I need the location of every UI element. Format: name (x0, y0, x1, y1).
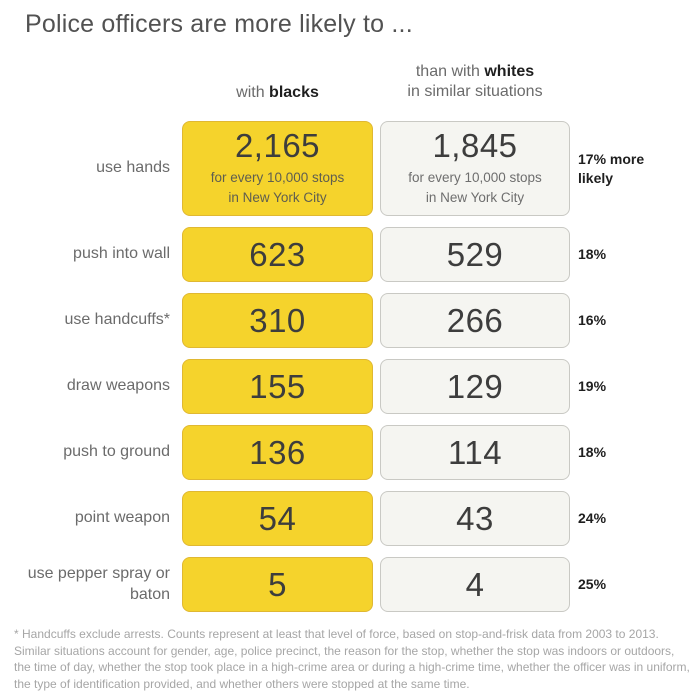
column-header-blacks-bold: blacks (269, 84, 319, 101)
column-header-whites-line1: than with whites (380, 62, 570, 82)
column-header-blacks: with blacks (182, 83, 373, 103)
row-label: point weapon (74, 509, 170, 527)
value-box-blacks: 155 (182, 359, 373, 414)
pct-more-likely: 19% (578, 378, 607, 395)
pct-more-likely: 18% (578, 444, 607, 461)
row-label: use pepper spray or baton (27, 564, 170, 603)
column-header-whites-bold: whites (484, 63, 535, 80)
footnote: * Handcuffs exclude arrests. Counts repr… (14, 627, 690, 691)
value-blacks: 155 (249, 368, 306, 405)
row-label: draw weapons (66, 377, 170, 395)
value-box-blacks: 54 (182, 491, 373, 546)
value-box-whites: 1,845 for every 10,000 stops in New York… (380, 121, 570, 216)
value-whites: 1,845 (432, 127, 518, 165)
unit-caption: for every 10,000 stops in New York City (211, 168, 345, 207)
value-box-whites: 529 (380, 227, 570, 282)
value-whites: 266 (446, 302, 504, 339)
row-label: use hands (96, 159, 170, 177)
pct-more-likely: 18% (578, 246, 607, 263)
pct-more-likely: 25% (578, 576, 607, 593)
value-box-blacks: 136 (182, 425, 373, 480)
unit-caption-line1: for every 10,000 stops (210, 170, 345, 186)
rows-container: use hands 2,165 for every 10,000 stops i… (0, 121, 700, 612)
value-blacks: 136 (249, 434, 306, 471)
row-label: push into wall (73, 245, 170, 263)
value-blacks: 623 (249, 236, 306, 273)
pct-more-likely: 16% (578, 312, 607, 329)
value-box-blacks: 623 (182, 227, 373, 282)
value-whites: 529 (446, 236, 504, 273)
value-box-blacks: 2,165 for every 10,000 stops in New York… (182, 121, 373, 216)
value-box-whites: 4 (380, 557, 570, 612)
unit-caption-line2: in New York City (228, 190, 327, 205)
value-blacks: 2,165 (234, 127, 321, 165)
value-box-whites: 114 (380, 425, 570, 480)
row-label: push to ground (63, 443, 170, 461)
table-row: push into wall 623 529 18% (0, 227, 700, 282)
unit-caption: for every 10,000 stops in New York City (408, 168, 542, 207)
value-whites: 129 (446, 368, 504, 405)
value-whites: 4 (465, 566, 485, 603)
table-row: use hands 2,165 for every 10,000 stops i… (0, 121, 700, 216)
column-header-whites: than with whites in similar situations (380, 62, 570, 102)
pct-more-likely: 24% (578, 510, 607, 527)
value-blacks: 310 (249, 302, 306, 339)
table-row: use pepper spray or baton 5 4 25% (0, 557, 700, 612)
value-box-whites: 43 (380, 491, 570, 546)
table-row: draw weapons 155 129 19% (0, 359, 700, 414)
value-box-blacks: 310 (182, 293, 373, 348)
row-label: use handcuffs* (64, 311, 170, 329)
unit-caption-line1: for every 10,000 stops (408, 170, 542, 186)
column-header-whites-line2: in similar situations (407, 83, 543, 100)
value-box-whites: 129 (380, 359, 570, 414)
table-row: push to ground 136 114 18% (0, 425, 700, 480)
value-blacks: 54 (258, 500, 297, 537)
page-title: Police officers are more likely to ... (25, 10, 413, 38)
value-whites: 43 (456, 500, 494, 537)
table-row: use handcuffs* 310 266 16% (0, 293, 700, 348)
value-box-whites: 266 (380, 293, 570, 348)
pct-more-likely: 17% more likely (578, 150, 645, 186)
unit-caption-line2: in New York City (425, 190, 525, 205)
column-header-blacks-prefix: with (236, 84, 270, 101)
column-header-whites-prefix: than with (415, 63, 485, 80)
value-whites: 114 (447, 434, 503, 471)
value-box-blacks: 5 (182, 557, 373, 612)
table-row: point weapon 54 43 24% (0, 491, 700, 546)
value-blacks: 5 (268, 566, 287, 603)
